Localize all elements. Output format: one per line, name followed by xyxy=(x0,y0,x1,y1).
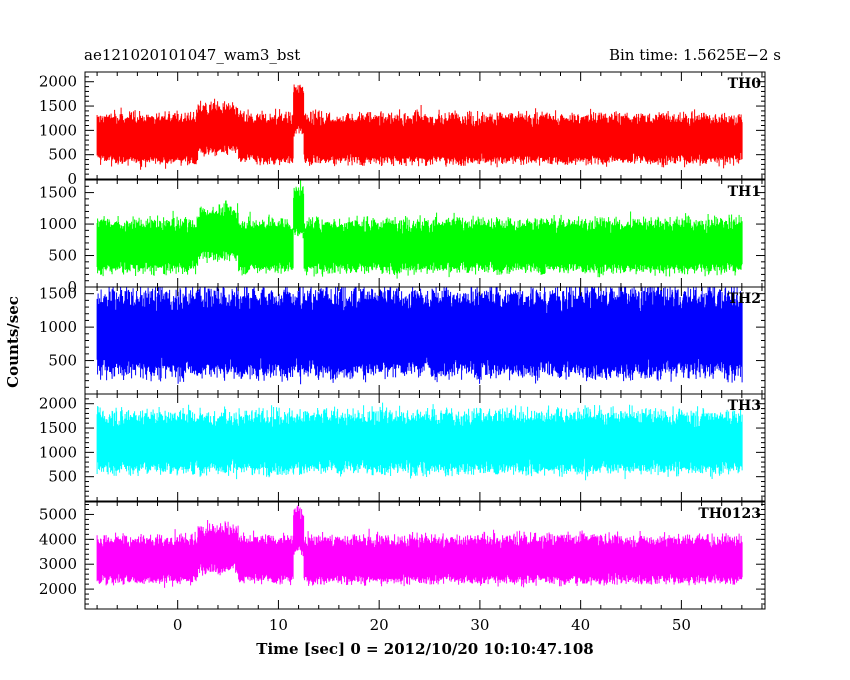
y-tick-label: 2000 xyxy=(39,580,77,598)
panel-label: TH0 xyxy=(728,76,762,92)
y-tick-label: 4000 xyxy=(39,530,77,548)
panel-th2: 500 1000 1500 TH2 xyxy=(39,285,766,395)
panel-label: TH0123 xyxy=(698,506,761,522)
panel-th0123: 2000 3000 4000 5000 TH0123 xyxy=(39,501,766,610)
panel-frame xyxy=(84,501,766,610)
y-tick-label: 5000 xyxy=(39,505,77,523)
series-th0 xyxy=(96,84,743,170)
x-tick-label: 30 xyxy=(470,616,489,634)
bin-time-label: Bin time: 1.5625E−2 s xyxy=(609,46,781,64)
series-th2 xyxy=(96,287,743,385)
series-th1 xyxy=(96,180,743,279)
y-tick-label: 0 xyxy=(67,170,77,188)
x-tick-label: 10 xyxy=(269,616,288,634)
y-tick-label: 500 xyxy=(48,468,77,486)
y-tick-label: 0 xyxy=(67,278,77,296)
x-tick-label: 40 xyxy=(571,616,590,634)
y-tick-label: 1500 xyxy=(39,419,77,437)
y-tick-label: 1500 xyxy=(39,97,77,115)
panel-label: TH3 xyxy=(728,398,761,414)
y-tick-label: 1000 xyxy=(39,443,77,461)
chart-title: ae121020101047_wam3_bst xyxy=(84,46,300,64)
y-tick-label: 500 xyxy=(48,352,77,370)
x-tick-label: 0 xyxy=(173,616,183,634)
y-tick-label: 1500 xyxy=(39,184,77,202)
y-tick-label: 1000 xyxy=(39,318,77,336)
panel-th0: 0 500 1000 1500 2000 TH0 xyxy=(39,71,766,188)
panel-label: TH1 xyxy=(728,184,761,200)
panel-th1: 0 500 1000 1500 TH1 xyxy=(39,179,766,296)
x-axis-label: Time [sec] 0 = 2012/10/20 10:10:47.108 xyxy=(256,640,593,658)
panel-label: TH2 xyxy=(728,291,761,307)
y-tick-label: 2000 xyxy=(39,73,77,91)
y-tick-label: 2000 xyxy=(39,395,77,413)
y-tick-label: 1000 xyxy=(39,215,77,233)
series-th3 xyxy=(96,402,743,481)
y-tick-label: 500 xyxy=(48,146,77,164)
panel-th3: 500 1000 1500 2000 TH3 xyxy=(39,393,766,502)
x-tick-label: 50 xyxy=(672,616,691,634)
series-th0123 xyxy=(96,505,743,588)
y-tick-label: 500 xyxy=(48,247,77,265)
y-tick-label: 1500 xyxy=(39,285,77,303)
y-axis-label: Counts/sec xyxy=(4,296,22,388)
x-tick-label: 20 xyxy=(370,616,389,634)
y-tick-label: 1000 xyxy=(39,121,77,139)
y-tick-label: 3000 xyxy=(39,555,77,573)
